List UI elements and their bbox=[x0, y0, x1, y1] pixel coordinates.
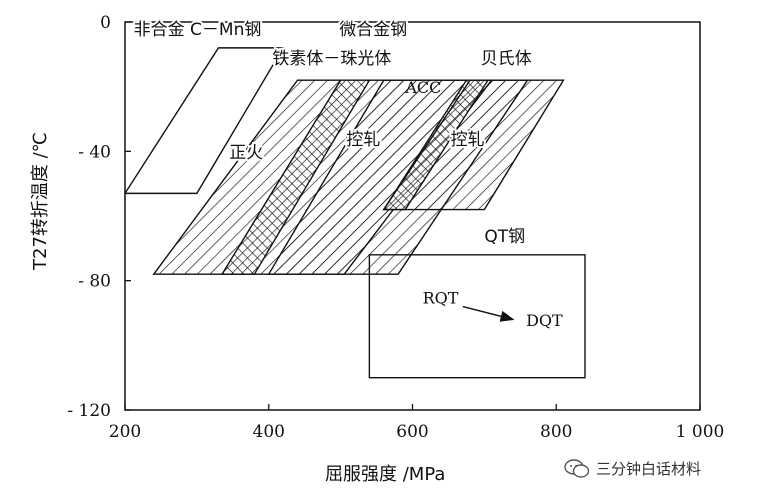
rqt-dqt-arrow bbox=[462, 305, 515, 322]
annotation-label: 非合金 C－Mn钢 bbox=[134, 20, 262, 40]
region-6 bbox=[368, 254, 586, 379]
x-tick-label: 400 bbox=[253, 422, 285, 442]
annotation-label: 控轧 bbox=[346, 130, 380, 150]
x-axis-title: 屈服强度 /MPa bbox=[325, 464, 445, 485]
region-0 bbox=[123, 47, 285, 195]
annotation-label: RQT bbox=[423, 288, 459, 307]
annotation-label: DQT bbox=[526, 311, 563, 330]
annotation-label: 微合金钢 bbox=[339, 20, 407, 40]
region-5 bbox=[382, 79, 565, 211]
annotation-label: 贝氏体 bbox=[481, 49, 532, 69]
annotation-label: QT钢 bbox=[484, 227, 525, 247]
y-tick-label: - 80 bbox=[78, 272, 111, 292]
x-tick-label: 800 bbox=[540, 422, 572, 442]
y-tick-label: 0 bbox=[100, 13, 111, 33]
x-tick-label: 1 000 bbox=[676, 422, 725, 442]
annotation-label: 控轧 bbox=[451, 130, 485, 150]
x-tick-label: 200 bbox=[109, 422, 141, 442]
y-axis-title: T27转折温度 /℃ bbox=[30, 132, 51, 271]
annotation-label: 正火 bbox=[229, 143, 263, 163]
annotation-label: 铁素体－珠光体 bbox=[272, 49, 391, 69]
watermark: 三分钟白话材料 bbox=[564, 458, 701, 479]
x-tick-label: 600 bbox=[396, 422, 428, 442]
ticks-layer: 200 400 600 800 1 000 0 - 40 - 80 - 120 bbox=[67, 13, 724, 442]
y-tick-label: - 40 bbox=[78, 142, 111, 162]
region-2 bbox=[220, 79, 371, 275]
y-tick-label: - 120 bbox=[67, 401, 111, 421]
annotation-label: ACC bbox=[404, 78, 441, 97]
regions-layer bbox=[123, 47, 586, 379]
wechat-icon bbox=[564, 458, 590, 478]
watermark-text: 三分钟白话材料 bbox=[596, 460, 702, 478]
